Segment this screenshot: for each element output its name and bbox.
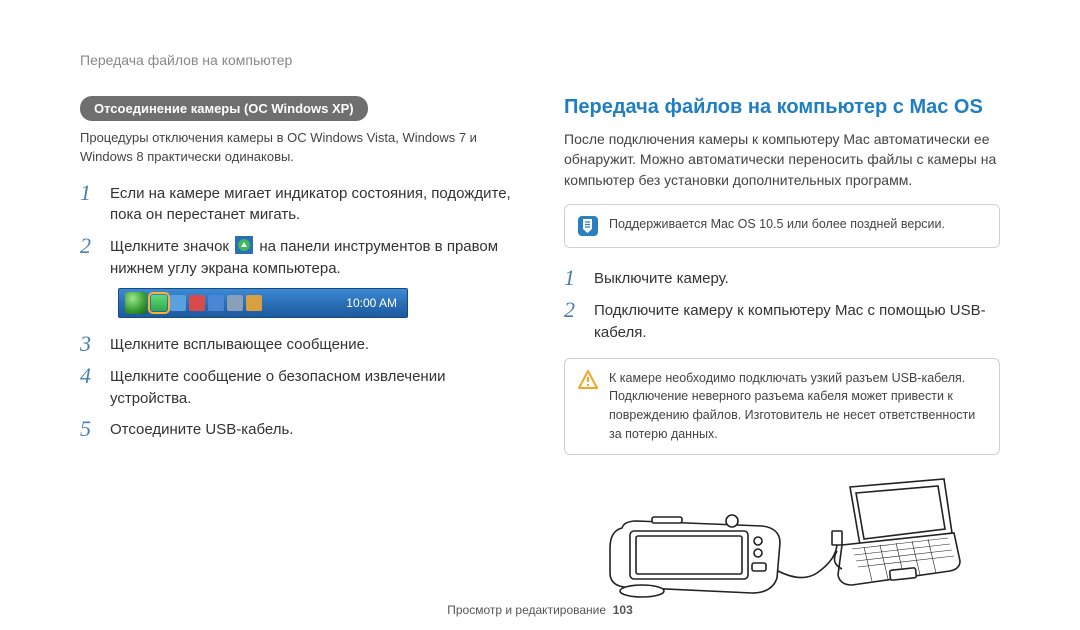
step-text: Выключите камеру. xyxy=(594,266,729,290)
warn-line2: Подключение неверного разъема кабеля мож… xyxy=(609,387,987,443)
eject-tray-icon xyxy=(151,295,167,311)
network-tray-icon xyxy=(170,295,186,311)
warning-text: К камере необходимо подключать узкий раз… xyxy=(609,369,987,444)
content-columns: Отсоединение камеры (ОС Windows XP) Проц… xyxy=(80,96,1000,603)
taskbar-clock: 10:00 AM xyxy=(346,296,401,310)
camera-laptop-illustration xyxy=(564,473,1000,603)
footer-section: Просмотр и редактирование xyxy=(447,603,606,617)
left-column: Отсоединение камеры (ОС Windows XP) Проц… xyxy=(80,96,516,603)
step-text: Щелкните значок на панели инструментов в… xyxy=(110,234,516,280)
right-intro: После подключения камеры к компьютеру Ma… xyxy=(564,129,1000,190)
step-4: 4 Щелкните сообщение о безопасном извлеч… xyxy=(80,364,516,410)
warn-line1: К камере необходимо подключать узкий раз… xyxy=(609,369,987,388)
right-step-1: 1 Выключите камеру. xyxy=(564,266,1000,290)
note-text: Поддерживается Mac OS 10.5 или более поз… xyxy=(609,215,945,234)
intro-text: Процедуры отключения камеры в ОС Windows… xyxy=(80,129,516,167)
step-text: Щелкните сообщение о безопасном извлечен… xyxy=(110,364,516,410)
footer-page: 103 xyxy=(613,603,633,617)
step-text: Если на камере мигает индикатор состояни… xyxy=(110,181,516,227)
display-tray-icon xyxy=(208,295,224,311)
warning-icon xyxy=(577,369,599,391)
shield-tray-icon xyxy=(189,295,205,311)
step-number: 1 xyxy=(564,266,582,290)
page-header: Передача файлов на компьютер xyxy=(80,52,1000,68)
right-step-2: 2 Подключите камеру к компьютеру Mac с п… xyxy=(564,298,1000,344)
step-number: 4 xyxy=(80,364,98,410)
step-5: 5 Отсоедините USB-кабель. xyxy=(80,417,516,441)
step-text: Щелкните всплывающее сообщение. xyxy=(110,332,369,356)
step-2: 2 Щелкните значок на панели инструментов… xyxy=(80,234,516,280)
tray-icons xyxy=(151,295,262,311)
taskbar-screenshot: 10:00 AM xyxy=(118,288,408,318)
step-text: Подключите камеру к компьютеру Mac с пом… xyxy=(594,298,1000,344)
msg-tray-icon xyxy=(246,295,262,311)
step2-before: Щелкните значок xyxy=(110,238,233,255)
step-number: 2 xyxy=(564,298,582,344)
step-number: 1 xyxy=(80,181,98,227)
page-footer: Просмотр и редактирование 103 xyxy=(80,603,1000,621)
section-pill: Отсоединение камеры (ОС Windows XP) xyxy=(80,96,368,121)
warning-box: К камере необходимо подключать узкий раз… xyxy=(564,358,1000,455)
note-icon xyxy=(577,215,599,237)
step-1: 1 Если на камере мигает индикатор состоя… xyxy=(80,181,516,227)
right-column: Передача файлов на компьютер с Mac OS По… xyxy=(564,96,1000,603)
step-text: Отсоедините USB-кабель. xyxy=(110,417,293,441)
eject-icon xyxy=(235,236,253,254)
start-button-icon xyxy=(125,292,147,314)
step-number: 2 xyxy=(80,234,98,280)
step-number: 3 xyxy=(80,332,98,356)
section-title: Передача файлов на компьютер с Mac OS xyxy=(564,96,1000,119)
note-box: Поддерживается Mac OS 10.5 или более поз… xyxy=(564,204,1000,248)
step-number: 5 xyxy=(80,417,98,441)
volume-tray-icon xyxy=(227,295,243,311)
step-3: 3 Щелкните всплывающее сообщение. xyxy=(80,332,516,356)
